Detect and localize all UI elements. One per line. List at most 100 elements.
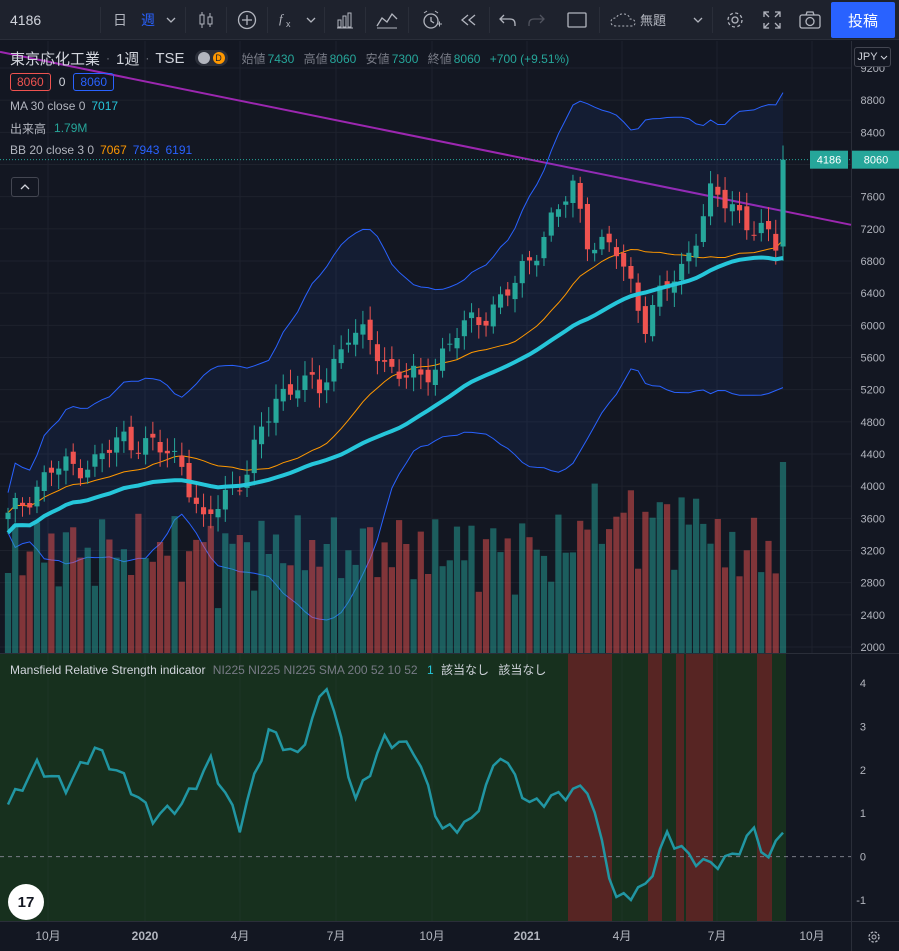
chart-type-button[interactable]	[190, 4, 222, 36]
volume-bar	[33, 522, 41, 653]
chart-legend: 東京応化工業 · 1週 · TSE D 始値 7430 高値 8060 安値 7300…	[10, 47, 575, 161]
buy-button[interactable]: 8060	[73, 73, 115, 91]
candle	[469, 303, 475, 333]
candle-body	[92, 454, 98, 467]
layout-button[interactable]	[559, 4, 595, 36]
candle-body	[179, 455, 185, 467]
publish-label: 投稿	[847, 12, 878, 30]
candle	[222, 475, 228, 522]
candle-body	[244, 474, 250, 488]
candle	[592, 242, 598, 262]
price-tick-label: 7600	[861, 192, 885, 204]
candle	[722, 177, 728, 223]
candle	[570, 174, 576, 218]
candle-body	[758, 222, 764, 234]
layout-dropdown-button[interactable]	[688, 4, 708, 36]
candle-body	[584, 204, 590, 250]
scale-settings-icon[interactable]	[868, 931, 880, 943]
candle-body	[114, 437, 120, 453]
bb-legend-row[interactable]: BB 20 close 3 0 7067 7943 6191	[10, 139, 575, 161]
interval-week-button[interactable]: 週	[135, 4, 161, 36]
candle-body	[592, 249, 598, 254]
svg-text:x: x	[286, 19, 291, 29]
time-tick-label: 4月	[613, 929, 632, 943]
volume-legend-row[interactable]: 出来高 1.79M	[10, 117, 575, 139]
candle	[273, 384, 279, 436]
candle	[599, 229, 605, 255]
candle	[432, 358, 438, 396]
volume-bar	[432, 519, 439, 653]
candle	[316, 365, 322, 408]
replay-button[interactable]	[451, 4, 485, 36]
legend-collapse-button[interactable]	[11, 177, 39, 197]
templates-button[interactable]	[370, 4, 404, 36]
volume-bar	[323, 544, 330, 653]
time-tick-label: 4月	[231, 929, 250, 943]
candle	[657, 275, 663, 316]
candle-body	[215, 509, 221, 518]
redo-button[interactable]	[522, 4, 550, 36]
save-layout-button[interactable]: 無題	[604, 4, 688, 36]
market-status-pill[interactable]: D	[194, 50, 228, 66]
indicator-legend[interactable]: Mansfield Relative Strength indicator NI…	[10, 661, 546, 678]
financials-button[interactable]	[329, 4, 361, 36]
fullscreen-button[interactable]	[753, 4, 791, 36]
volume-bar	[685, 524, 692, 653]
candle-body	[374, 344, 380, 362]
currency-button[interactable]: JPY	[854, 47, 891, 67]
rs-negative-zone	[757, 654, 772, 921]
volume-bar	[693, 498, 700, 653]
candle-body	[671, 281, 677, 293]
undo-button[interactable]	[494, 4, 522, 36]
interval-day-button[interactable]: 日	[105, 4, 135, 36]
settings-icon	[727, 11, 743, 28]
candle	[490, 296, 496, 334]
candle	[77, 459, 83, 486]
volume-bar	[171, 516, 178, 653]
settings-button[interactable]	[717, 4, 753, 36]
candle	[338, 335, 344, 369]
snapshot-button[interactable]	[791, 4, 829, 36]
chart-canvas[interactable]: 9200880084008000760072006800640060005600…	[0, 41, 899, 951]
ma-legend-row[interactable]: MA 30 close 0 7017	[10, 95, 575, 117]
candle-body	[483, 320, 489, 326]
tv-logo-icon: 17	[17, 893, 35, 911]
candle-body	[519, 261, 525, 284]
indicators-dropdown-button[interactable]	[302, 4, 320, 36]
volume-bar	[142, 558, 149, 653]
candle-body	[490, 304, 496, 327]
indicator-na-1: 該当なし	[440, 663, 489, 677]
volume-bar	[374, 577, 381, 653]
candle-body	[411, 365, 417, 378]
candle-body	[773, 233, 779, 251]
candle-body	[353, 332, 359, 345]
candle	[92, 444, 98, 477]
candle	[534, 254, 540, 277]
alert-button[interactable]	[413, 4, 451, 36]
volume-bar	[533, 549, 540, 653]
interval-dropdown-button[interactable]	[161, 4, 181, 36]
ma-line	[6, 255, 784, 535]
candle-body	[143, 438, 149, 455]
candle-body	[693, 245, 699, 258]
volume-bar	[251, 590, 258, 653]
company-name[interactable]: 東京応化工業	[10, 50, 101, 68]
bb-upper-value: 7943	[132, 143, 160, 157]
candle	[309, 357, 315, 389]
candle-body	[555, 209, 561, 217]
candle-body	[534, 260, 540, 266]
volume-bar	[627, 490, 634, 653]
publish-button[interactable]: 投稿	[831, 2, 895, 38]
candle	[157, 429, 163, 467]
compare-button[interactable]	[231, 4, 263, 36]
candle-body	[121, 431, 127, 442]
tradingview-logo[interactable]: 17	[8, 884, 44, 920]
sell-button[interactable]: 8060	[10, 73, 51, 91]
candle	[128, 415, 134, 459]
close-value: 8060	[453, 51, 481, 66]
candle-body	[454, 338, 460, 349]
symbol-search-button[interactable]: 4186	[0, 12, 96, 28]
candle-body	[461, 320, 467, 337]
